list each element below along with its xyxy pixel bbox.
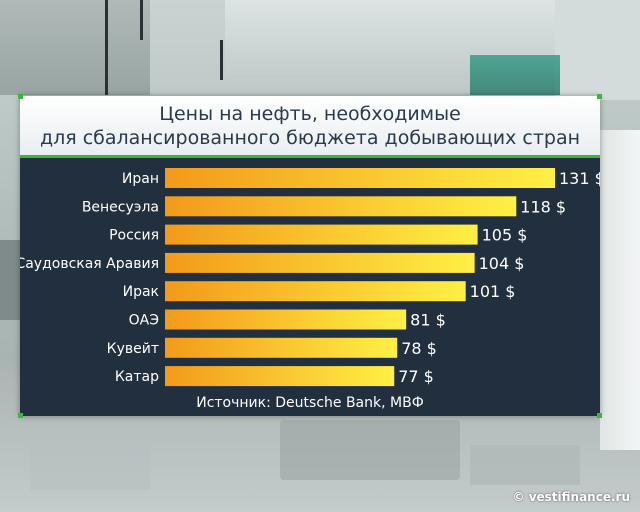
- category-label: Иран: [122, 171, 159, 187]
- corner-marker: [597, 413, 602, 418]
- category-label: ОАЭ: [129, 313, 159, 329]
- background-frame: [140, 0, 143, 40]
- bar: [165, 366, 395, 387]
- bar: [165, 281, 466, 302]
- value-label: 81 $: [410, 311, 446, 330]
- category-label: Ирак: [123, 284, 159, 300]
- background-shape: [555, 0, 640, 100]
- background-frame: [220, 40, 223, 80]
- value-label: 101 $: [470, 282, 516, 301]
- chart-title-line-2: для сбалансированного бюджета добывающих…: [39, 127, 581, 149]
- corner-marker: [597, 94, 602, 99]
- value-label: 104 $: [479, 254, 525, 273]
- value-label: 77 $: [398, 367, 434, 386]
- category-label: Россия: [109, 228, 159, 244]
- chart-area: Иран 131 $ Венесуэла 118 $ Россия 105 $ Саудов…: [20, 158, 600, 416]
- source-note: Источник: Deutsche Bank, МВФ: [196, 395, 424, 411]
- category-label: Кувейт: [107, 341, 159, 357]
- chart-title-line-1: Цены на нефть, необходимые: [159, 103, 461, 125]
- bar: [165, 224, 478, 245]
- category-label: Катар: [115, 369, 159, 385]
- background-shape: [30, 440, 150, 490]
- background-shape: [280, 420, 460, 480]
- value-label: 78 $: [401, 339, 437, 358]
- bar: [165, 168, 555, 188]
- background-shape: [470, 55, 560, 95]
- background-frame: [105, 0, 108, 95]
- value-label: 131 $: [559, 169, 600, 188]
- bar: [165, 252, 475, 273]
- background-shape: [0, 240, 22, 320]
- bar: [165, 196, 517, 217]
- bar-chart: Иран 131 $ Венесуэла 118 $ Россия 105 $ Саудов…: [20, 168, 600, 387]
- watermark: © vestifinance.ru: [512, 490, 630, 504]
- chart-title: Цены на нефть, необходимые для сбалансир…: [20, 96, 600, 158]
- background-shape: [470, 445, 580, 485]
- background-shape: [600, 130, 640, 450]
- category-label: Саудовская Аравия: [20, 256, 159, 272]
- category-label: Венесуэла: [82, 199, 159, 215]
- value-label: 105 $: [482, 226, 528, 245]
- bar: [165, 309, 407, 330]
- corner-marker: [18, 94, 23, 99]
- value-label: 118 $: [520, 197, 566, 216]
- background-shape: [0, 0, 150, 95]
- corner-marker: [18, 413, 23, 418]
- chart-panel: Цены на нефть, необходимые для сбалансир…: [18, 94, 602, 418]
- bar: [165, 337, 398, 358]
